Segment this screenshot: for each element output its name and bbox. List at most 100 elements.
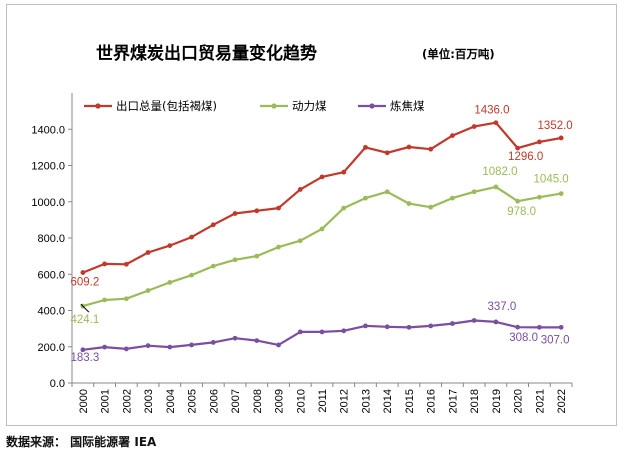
data-point: [167, 280, 173, 285]
x-tick-label: 2019: [491, 389, 503, 413]
data-point: [297, 187, 303, 192]
data-point: [341, 169, 347, 175]
data-point: [493, 184, 499, 190]
legend-label-1: 出口总量(包括褐煤): [116, 99, 217, 113]
data-point: [80, 270, 86, 275]
x-tick-label: 2021: [534, 389, 546, 413]
x-tick-label: 2011: [317, 389, 329, 413]
data-point: [167, 243, 173, 249]
data-point: [406, 144, 412, 150]
data-label: 424.1: [70, 314, 99, 326]
data-point: [254, 338, 260, 343]
data-label: 337.0: [488, 301, 517, 313]
chart-title: 世界煤炭出口贸易量变化趋势: [96, 43, 317, 64]
x-tick-label: 2013: [360, 389, 372, 413]
data-point: [319, 174, 325, 180]
x-tick-label: 2002: [121, 389, 133, 413]
data-label: 609.2: [70, 277, 99, 289]
data-point: [210, 222, 216, 228]
x-tick-label: 2008: [252, 389, 264, 413]
data-point: [558, 135, 564, 141]
data-point: [558, 324, 564, 330]
y-tick-label: 0.0: [50, 378, 65, 390]
data-point: [123, 296, 129, 302]
data-point: [167, 344, 173, 350]
chart-frame: 世界煤炭出口贸易量变化趋势 (单位:百万吨) 0.0 200.0 400.0 600.0 8…: [6, 4, 617, 426]
data-point: [428, 146, 434, 152]
data-point: [232, 211, 238, 216]
data-label: 978.0: [507, 206, 536, 218]
data-point: [189, 234, 194, 240]
data-point: [406, 324, 412, 330]
y-tick-label: 800.0: [37, 233, 65, 245]
data-point: [210, 263, 216, 269]
data-point: [232, 257, 238, 263]
data-point: [102, 344, 108, 350]
x-tick-label: 2001: [100, 389, 112, 413]
y-tick-label: 1000.0: [31, 197, 65, 209]
x-tick-label: 2009: [274, 389, 286, 413]
data-point: [319, 329, 325, 335]
data-point: [276, 244, 281, 250]
data-point: [189, 342, 194, 348]
data-point: [471, 124, 477, 129]
data-point: [232, 335, 238, 341]
data-point: [471, 189, 477, 195]
y-tick-label: 200.0: [37, 342, 65, 354]
series-line-3: [82, 319, 562, 351]
data-point: [276, 205, 281, 211]
x-tick-label: 2020: [513, 389, 525, 413]
line-chart: 世界煤炭出口贸易量变化趋势 (单位:百万吨) 0.0 200.0 400.0 600.0 8…: [31, 43, 573, 413]
data-point: [145, 288, 151, 293]
legend-marker-2: [271, 103, 277, 109]
data-point: [450, 133, 455, 138]
x-tick-label: 2015: [404, 389, 416, 413]
data-point: [536, 324, 542, 330]
data-label: 307.0: [541, 334, 570, 346]
data-label: 1352.0: [538, 120, 573, 132]
data-point: [428, 204, 434, 210]
data-point: [515, 145, 521, 151]
data-point: [384, 324, 390, 330]
data-point: [384, 189, 390, 195]
data-point: [384, 150, 390, 156]
data-point: [493, 120, 499, 126]
x-tick-label: 2007: [230, 389, 242, 413]
data-point: [558, 191, 564, 196]
data-point: [102, 261, 108, 267]
x-tick-label: 2000: [78, 389, 90, 413]
x-tick-label: 2010: [295, 389, 307, 413]
data-point: [493, 319, 499, 325]
series-line-2: [82, 185, 562, 308]
legend-marker-3: [369, 103, 375, 109]
data-label: 1296.0: [508, 151, 543, 163]
x-tick-label: 2016: [426, 389, 438, 413]
data-point: [276, 342, 281, 348]
y-tick-label: 1200.0: [31, 161, 65, 173]
data-point: [471, 318, 477, 323]
unit-note: (单位:百万吨): [422, 47, 495, 61]
data-label: 1436.0: [474, 105, 509, 117]
x-tick-label: 2022: [556, 389, 568, 413]
data-point: [341, 205, 347, 211]
x-tick-label: 2012: [339, 389, 351, 413]
x-tick-label: 2004: [165, 389, 177, 413]
x-tick-label: 2014: [382, 389, 394, 413]
x-tick-label: 2003: [143, 389, 155, 413]
data-point: [210, 340, 216, 345]
x-tick-label: 2005: [187, 389, 199, 413]
x-tick-label: 2017: [447, 389, 459, 413]
data-point: [254, 208, 260, 214]
data-point: [363, 323, 368, 329]
series-line-1: [82, 121, 562, 274]
data-point: [297, 238, 303, 244]
data-point: [123, 261, 129, 267]
data-label: 1082.0: [482, 166, 517, 178]
legend-marker-1: [95, 103, 101, 109]
data-point: [363, 195, 368, 201]
x-tick-label: 2006: [208, 389, 220, 413]
data-point: [536, 194, 542, 200]
source-note: 数据来源： 国际能源署 IEA: [6, 435, 157, 449]
data-point: [123, 346, 129, 352]
data-point: [145, 250, 151, 255]
